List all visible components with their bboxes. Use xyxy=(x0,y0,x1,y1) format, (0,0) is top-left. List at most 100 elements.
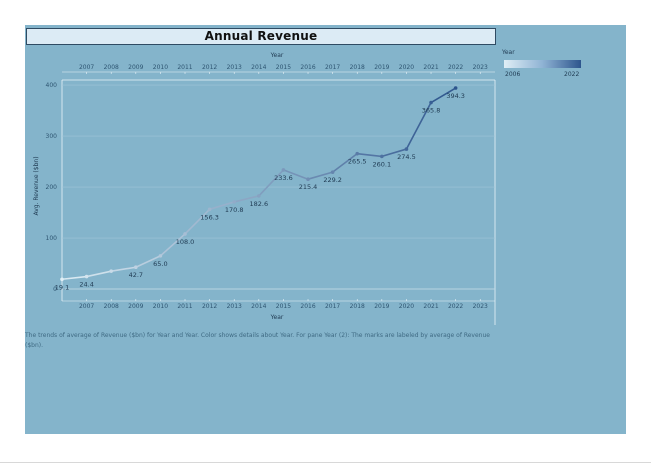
page-divider xyxy=(0,462,651,463)
data-label: 233.6 xyxy=(274,174,293,182)
data-label: 65.0 xyxy=(153,260,167,268)
x-tick-label-top: 2010 xyxy=(153,64,168,71)
data-label: 108.0 xyxy=(176,238,195,246)
series-line-segment xyxy=(430,87,457,104)
data-label: 274.5 xyxy=(397,153,416,161)
legend-title: Year xyxy=(502,49,515,56)
x-tick-label-bottom: 2007 xyxy=(79,303,94,310)
data-point xyxy=(232,200,237,204)
data-label: 260.1 xyxy=(373,160,392,168)
data-label: 19.1 xyxy=(55,283,69,291)
data-point xyxy=(109,269,114,273)
x-tick-label-top: 2012 xyxy=(202,64,217,71)
x-tick-label-top: 2020 xyxy=(399,64,414,71)
y-tick-label: 200 xyxy=(46,184,58,191)
x-tick-label-bottom: 2015 xyxy=(276,303,291,310)
series-line-segment xyxy=(233,195,260,203)
x-tick-label-bottom: 2009 xyxy=(128,303,143,310)
data-label: 182.6 xyxy=(250,200,269,208)
data-point xyxy=(380,154,384,159)
x-tick-label-bottom: 2017 xyxy=(325,303,340,310)
x-tick-label-bottom: 2014 xyxy=(251,303,266,310)
data-label: 229.2 xyxy=(323,176,342,184)
x-axis-title-top: Year xyxy=(270,52,284,59)
series-line-segment xyxy=(331,152,359,173)
x-tick-label-top: 2008 xyxy=(104,64,119,71)
legend-min-label: 2006 xyxy=(505,71,521,78)
y-axis-title: Avg. Revenue ($bn) xyxy=(33,156,40,215)
x-tick-label-top: 2022 xyxy=(448,64,463,71)
x-tick-label-bottom: 2022 xyxy=(448,303,463,310)
data-point xyxy=(207,207,212,212)
x-tick-label-top: 2019 xyxy=(374,64,389,71)
dashboard: Annual Revenue 0 100 200 300 400 2007 2007 2008… xyxy=(25,25,626,434)
data-label: 265.5 xyxy=(348,158,367,166)
x-tick-label-top: 2007 xyxy=(79,64,94,71)
x-tick-label-bottom: 2013 xyxy=(227,303,242,310)
y-tick-label: 400 xyxy=(46,82,58,89)
data-point xyxy=(281,168,286,172)
x-tick-label-top: 2017 xyxy=(325,64,340,71)
series-line-segment xyxy=(135,255,162,269)
x-tick-label-top: 2021 xyxy=(423,64,438,71)
data-label: 156.3 xyxy=(200,213,219,221)
chart-caption: The trends of average of Revenue ($bn) f… xyxy=(25,332,490,349)
series-line-segment xyxy=(184,208,211,235)
x-tick-label-top: 2015 xyxy=(276,64,291,71)
chart-title: Annual Revenue xyxy=(26,28,496,45)
x-tick-label-top: 2023 xyxy=(473,64,488,71)
data-point xyxy=(330,170,335,174)
data-point xyxy=(158,254,163,258)
data-point xyxy=(429,100,433,105)
series-line-segment xyxy=(110,266,137,272)
x-tick-label-top: 2009 xyxy=(128,64,143,71)
x-tick-label-bottom: 2016 xyxy=(300,303,315,310)
x-tick-label-top: 2011 xyxy=(177,64,192,71)
data-point xyxy=(183,232,187,236)
series-line-segment xyxy=(159,233,186,257)
line-chart: 0 100 200 300 400 2007 2007 2008 2008 2009 2009 201… xyxy=(33,52,496,325)
x-tick-label-top: 2014 xyxy=(251,64,266,71)
x-tick-label-top: 2018 xyxy=(350,64,365,71)
data-label: 394.3 xyxy=(446,92,465,100)
x-tick-label-bottom: 2018 xyxy=(350,303,365,310)
x-tick-label-bottom: 2020 xyxy=(399,303,414,310)
y-tick-label: 100 xyxy=(46,235,58,242)
x-tick-label-bottom: 2019 xyxy=(374,303,389,310)
series-line-segment xyxy=(208,201,236,211)
x-tick-label-top: 2016 xyxy=(300,64,315,71)
series-line-segment xyxy=(356,152,383,158)
data-label: 24.4 xyxy=(79,281,93,289)
series-line-segment xyxy=(405,101,432,150)
x-tick-label-top: 2013 xyxy=(227,64,242,71)
data-label: 170.8 xyxy=(225,206,244,214)
series-line-segment xyxy=(282,169,309,180)
data-point xyxy=(355,151,360,156)
data-point xyxy=(306,177,310,181)
x-tick-label-bottom: 2010 xyxy=(153,303,168,310)
series-line-segment xyxy=(258,169,285,197)
data-point xyxy=(60,277,64,282)
data-point xyxy=(453,86,458,90)
x-tick-label-bottom: 2023 xyxy=(473,303,488,310)
legend-color-ramp xyxy=(504,60,581,68)
data-label: 42.7 xyxy=(129,271,143,279)
y-tick-label: 300 xyxy=(46,133,58,140)
series-line-segment xyxy=(307,171,334,180)
x-axis-title-bottom: Year xyxy=(270,314,284,321)
series-line-segment xyxy=(61,275,88,281)
data-point xyxy=(404,147,409,151)
data-point xyxy=(257,194,261,198)
data-label: 215.4 xyxy=(299,183,318,191)
data-point xyxy=(134,265,138,270)
series-line-segment xyxy=(85,270,113,278)
x-tick-label-bottom: 2021 xyxy=(423,303,438,310)
y-tick-label: 0 xyxy=(53,286,57,293)
x-tick-label-bottom: 2008 xyxy=(104,303,119,310)
x-tick-label-bottom: 2011 xyxy=(177,303,192,310)
legend-max-label: 2022 xyxy=(564,71,580,78)
data-point xyxy=(84,274,89,279)
x-tick-label-bottom: 2012 xyxy=(202,303,217,310)
series-line-segment xyxy=(381,148,408,158)
data-label: 365.8 xyxy=(422,107,441,115)
